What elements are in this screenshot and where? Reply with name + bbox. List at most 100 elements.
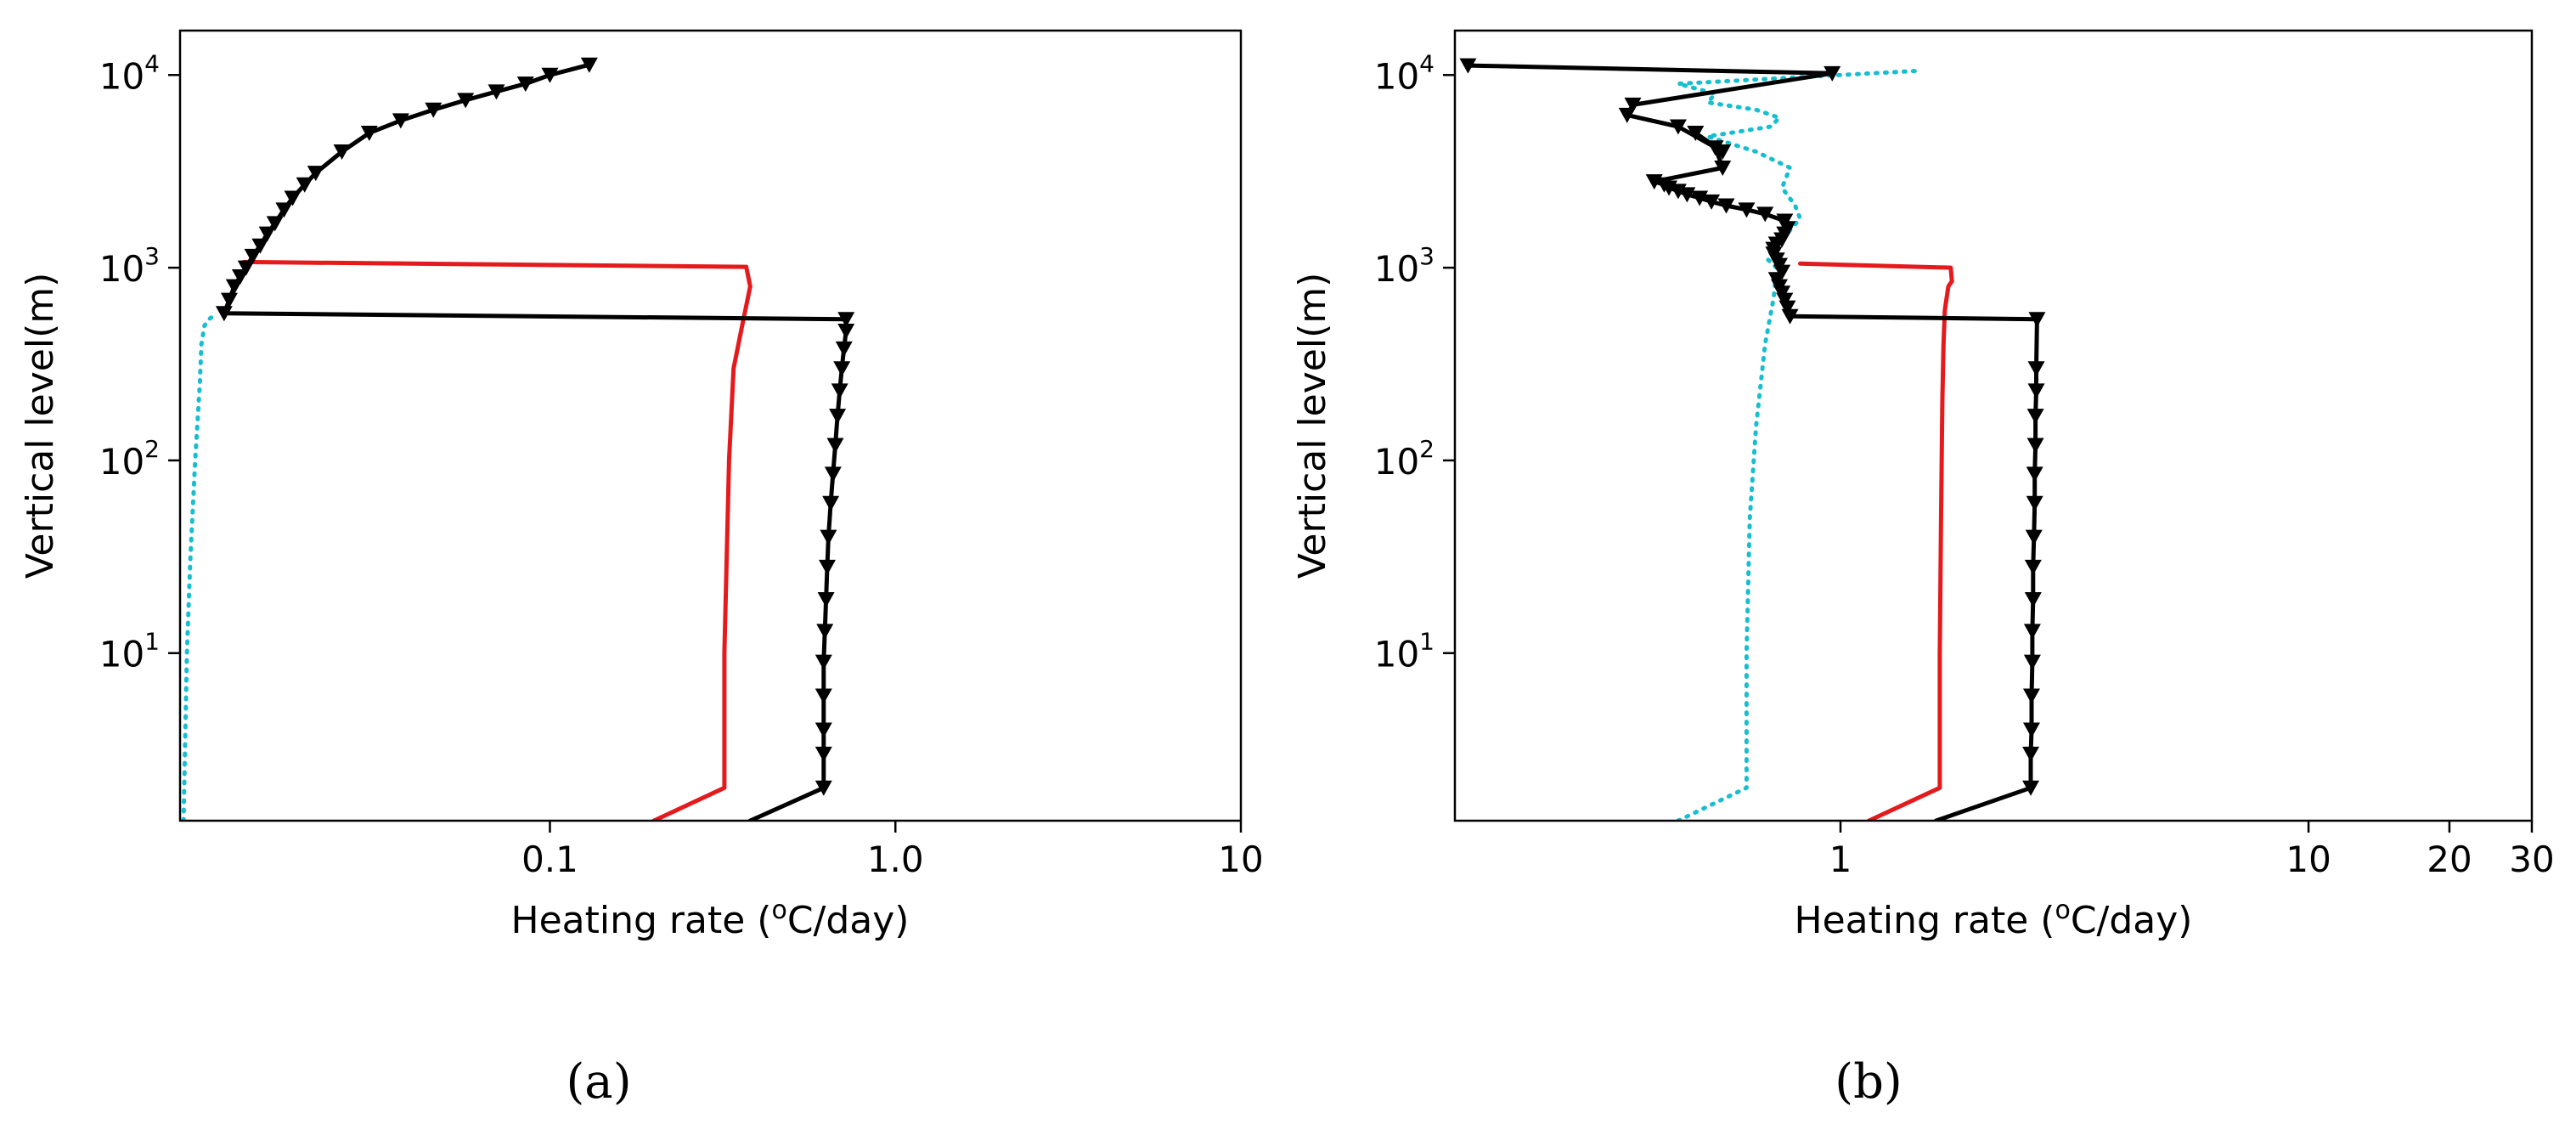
panel-b-plot-frame [1453,29,2534,822]
panel-a: 0.1 1.0 10 101 102 103 104 Heating rate (oC/d… [19,29,1264,1110]
panel-a-triangle-marker [360,126,378,142]
panel-b-y-tick-label: 103 [1374,242,1435,290]
panel-b-label: (b) [1835,1054,1902,1110]
panel-b-x-ticks: 1 10 20 30 [1829,821,2555,880]
panel-b-triangle-marker [2024,592,2042,608]
panel-b-triangle-marker [2023,654,2041,670]
panel-b-triangle-marker [1691,190,1709,206]
panel-a-y-tick-label: 103 [99,242,160,290]
panel-b-triangle-marker [1756,206,1774,223]
panel-a-series-black-triangles [222,62,848,821]
panel-a-triangle-marker [831,383,848,399]
panel-a-triangle-marker [815,746,832,762]
panel-a-triangle-marker [244,248,262,264]
panel-b: 1 10 20 30 101 102 103 104 Heating rate (oC/da… [1291,29,2555,1110]
panel-a-triangle-marker [231,268,249,285]
panel-b-triangle-marker [1717,198,1735,214]
panel-b-triangle-marker [1678,187,1696,203]
panel-a-triangle-marker [826,438,844,454]
panel-b-triangle-marker [2023,624,2041,640]
panel-a-series-red-solid [241,259,753,821]
panel-a-x-axis-label: Heating rate (oC/day) [511,895,910,943]
panel-a-triangle-marker [251,238,269,254]
panel-a-triangle-marker [815,780,832,796]
panel-a-y-axis-label: Vertical level(m) [19,273,62,579]
panel-b-triangle-marker [1655,177,1673,193]
panel-b-triangle-marker [1703,194,1721,210]
panel-b-x-tick-label: 30 [2509,839,2554,880]
panel-a-series-group [181,57,855,821]
panel-a-y-tick-label: 102 [99,435,160,483]
panel-a-triangle-marker [837,323,855,339]
panel-a-triangle-marker [815,722,832,738]
panel-b-triangle-marker [1687,126,1705,142]
panel-b-triangle-marker [1738,202,1756,218]
panel-b-y-tick-label: 101 [1374,628,1435,675]
panel-b-triangle-marker [1714,160,1732,176]
panel-b-x-axis-label: Heating rate (oC/day) [1795,895,2193,943]
panel-a-triangle-marker [237,260,255,276]
panel-a-label: (a) [566,1054,631,1110]
panel-a-y-ticks: 101 102 103 104 [99,49,180,675]
panel-b-triangle-marker [2027,361,2045,377]
panel-b-triangle-marker [2025,529,2043,545]
panel-a-triangle-marker [817,592,835,608]
panel-b-triangle-marker [2022,688,2040,704]
panel-b-y-tick-label: 104 [1374,49,1435,97]
panel-b-series-red-solid [1798,261,1954,821]
panel-b-triangle-marker [1459,58,1477,74]
panel-a-triangle-marker [275,202,293,218]
panel-a-triangle-marker [816,624,834,640]
panel-b-triangle-marker [1706,140,1724,156]
panel-b-y-tick-label: 102 [1374,435,1435,483]
panel-a-x-tick-label: 0.1 [521,839,578,880]
panel-a-triangle-marker [392,113,409,129]
panel-b-triangle-marker [2026,466,2043,483]
panel-a-triangle-marker [333,144,351,161]
panel-b-triangle-marker [2027,383,2045,399]
panel-a-plot-frame [178,29,1243,822]
panel-a-triangle-marker [284,190,302,206]
panel-a-series-cyan-dotted [181,313,216,821]
panel-b-triangle-marker [1669,184,1687,200]
panel-a-triangle-marker [833,361,851,377]
panel-b-series-cyan-dotted [1676,69,1919,821]
panel-b-triangle-marker [2026,438,2044,454]
panel-a-y-tick-label: 104 [99,49,160,97]
panel-b-x-tick-label: 10 [2286,839,2331,880]
panel-a-triangle-marker [258,226,276,242]
panel-b-triangle-marker [1714,144,1732,161]
panel-a-triangle-marker [220,292,238,308]
panel-a-triangle-marker [457,93,475,109]
panel-a-triangle-marker [307,166,324,182]
panel-b-triangle-marker [1669,119,1687,135]
panel-a-triangle-marker [225,279,243,295]
panel-b-series-black-triangles [1465,63,2039,821]
panel-b-y-axis-label: Vertical level(m) [1291,273,1334,579]
panel-b-triangle-marker [1823,65,1841,82]
panel-b-triangle-marker [2024,559,2042,575]
panel-b-triangle-marker [2022,722,2040,738]
panel-b-triangle-marker [1618,107,1636,123]
panel-a-triangle-marker [541,67,559,83]
panel-b-x-tick-label: 20 [2427,839,2472,880]
panel-b-triangle-marker [1624,97,1642,113]
panel-b-series-group [1459,58,2046,821]
panel-a-triangle-marker [815,688,832,704]
panel-b-y-ticks: 101 102 103 104 [1374,49,1455,675]
panel-a-triangle-marker [580,57,598,73]
panel-a-x-tick-label: 1.0 [867,839,924,880]
panel-a-triangle-marker [815,654,832,670]
panel-a-x-tick-label: 10 [1218,839,1263,880]
panel-b-triangle-marker [1776,213,1794,229]
panel-b-triangle-marker [1645,174,1663,190]
panel-a-x-ticks: 0.1 1.0 10 [521,821,1264,880]
panel-a-triangle-marker [824,466,842,483]
panel-b-triangle-marker [2026,409,2044,425]
panel-a-y-tick-label: 101 [99,628,160,675]
panel-a-triangle-marker [829,409,847,425]
panel-b-triangle-marker [2022,780,2040,796]
panel-a-triangle-marker [296,177,313,193]
panel-a-triangle-marker [837,312,855,328]
